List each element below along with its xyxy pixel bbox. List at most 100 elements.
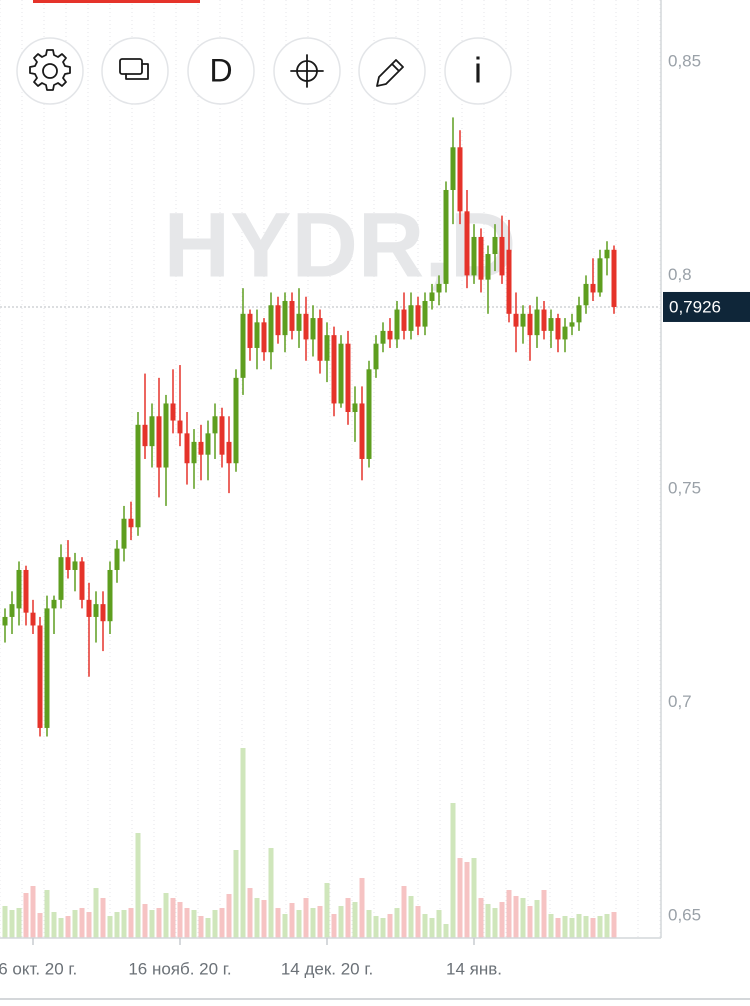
- info-button[interactable]: i: [444, 37, 512, 105]
- volume-bar: [177, 902, 183, 938]
- volume-bar: [401, 886, 407, 938]
- candle-body: [429, 292, 435, 301]
- volume-bar: [282, 914, 288, 938]
- background-layer: [0, 0, 661, 938]
- candle-body: [233, 377, 239, 464]
- candle-body: [506, 249, 512, 314]
- candle-body: [534, 309, 540, 336]
- volume-bar: [597, 916, 603, 938]
- volume-bar: [429, 918, 435, 938]
- compare-button[interactable]: [101, 37, 169, 105]
- candle-body: [72, 561, 78, 570]
- volume-bar: [422, 914, 428, 938]
- candle-body: [205, 433, 211, 455]
- settings-button[interactable]: [16, 37, 84, 105]
- volume-bar: [527, 906, 533, 938]
- volume-bar: [128, 908, 134, 938]
- volume-bar: [541, 890, 547, 938]
- volume-bar: [408, 896, 414, 938]
- interval-button[interactable]: D: [187, 37, 255, 105]
- candle-body: [604, 249, 610, 259]
- candle-body: [548, 318, 554, 331]
- y-tick-label: 0,75: [668, 478, 701, 497]
- candle-body: [37, 625, 43, 728]
- candle-body: [51, 599, 57, 609]
- volume-bar: [219, 908, 225, 938]
- volume-bar: [30, 886, 36, 938]
- candle-body: [135, 424, 141, 528]
- volume-bar: [520, 898, 526, 938]
- volume-bar: [275, 908, 281, 938]
- y-tick-label: 0,7: [668, 692, 692, 711]
- candle-body: [576, 305, 582, 323]
- candle-body: [2, 616, 8, 626]
- volume-bar: [51, 912, 57, 938]
- y-tick-label: 0,85: [668, 51, 701, 70]
- volume-bar: [317, 906, 323, 938]
- volume-bar: [443, 924, 449, 938]
- volume-bar: [23, 893, 29, 938]
- candle-body: [247, 313, 253, 348]
- volume-bar: [464, 862, 470, 938]
- candle-body: [562, 326, 568, 340]
- candle-body: [380, 330, 386, 344]
- info-label: i: [474, 50, 482, 91]
- volume-bar: [310, 908, 316, 938]
- volume-bar: [149, 910, 155, 938]
- candle-body: [163, 403, 169, 468]
- candle-body: [170, 403, 176, 421]
- volume-bar: [345, 898, 351, 938]
- candle-body: [191, 441, 197, 464]
- candle-body: [513, 313, 519, 327]
- candle-body: [198, 441, 204, 455]
- volume-bar: [513, 896, 519, 938]
- crosshair-button[interactable]: [273, 37, 341, 105]
- candle-body: [597, 258, 603, 293]
- volume-bar: [205, 918, 211, 938]
- volume-bar: [583, 916, 589, 938]
- volume-bar: [485, 904, 491, 938]
- x-tick-label: 14 дек. 20 г.: [281, 959, 373, 978]
- volume-bar: [324, 883, 330, 938]
- volume-bar: [548, 914, 554, 938]
- candle-body: [289, 300, 295, 331]
- candle-body: [282, 300, 288, 336]
- volume-bar: [247, 888, 253, 938]
- y-tick-label: 0,65: [668, 905, 701, 924]
- volume-bar: [240, 748, 246, 938]
- volume-bar: [303, 898, 309, 938]
- volume-bar: [387, 914, 393, 938]
- volume-bar: [366, 910, 372, 938]
- volume-bar: [380, 918, 386, 938]
- volume-bar: [72, 910, 78, 938]
- volume-bar: [261, 900, 267, 938]
- candle-body: [44, 608, 50, 728]
- plot: [2, 117, 617, 938]
- candle-body: [58, 557, 64, 600]
- volume-bar: [156, 908, 162, 938]
- volume-bar: [457, 858, 463, 938]
- volume-bar: [492, 908, 498, 938]
- candle-body: [324, 335, 330, 361]
- candle-body: [268, 305, 274, 353]
- candle-body: [261, 322, 267, 353]
- candle-body: [65, 557, 71, 570]
- candle-body: [296, 313, 302, 331]
- volume-bar: [79, 908, 85, 938]
- volume-bar: [2, 906, 8, 938]
- candle-body: [394, 309, 400, 340]
- volume-bar: [338, 906, 344, 938]
- candle-body: [541, 309, 547, 331]
- volume-bar: [198, 916, 204, 938]
- volume-bar: [590, 918, 596, 938]
- candle-body: [9, 604, 15, 617]
- draw-button[interactable]: [358, 37, 426, 105]
- candle-body: [436, 283, 442, 293]
- candle-body: [79, 561, 85, 600]
- axes: 0,65 0,7 0,75 0,8 0,85 0,7926 16 окт. 20 г. 16 …: [0, 51, 750, 978]
- volume-bar: [93, 888, 99, 938]
- volume-bar: [471, 858, 477, 938]
- candle-body: [240, 313, 246, 378]
- volume-bar: [569, 918, 575, 938]
- watermark: HYDR,D: [164, 194, 517, 296]
